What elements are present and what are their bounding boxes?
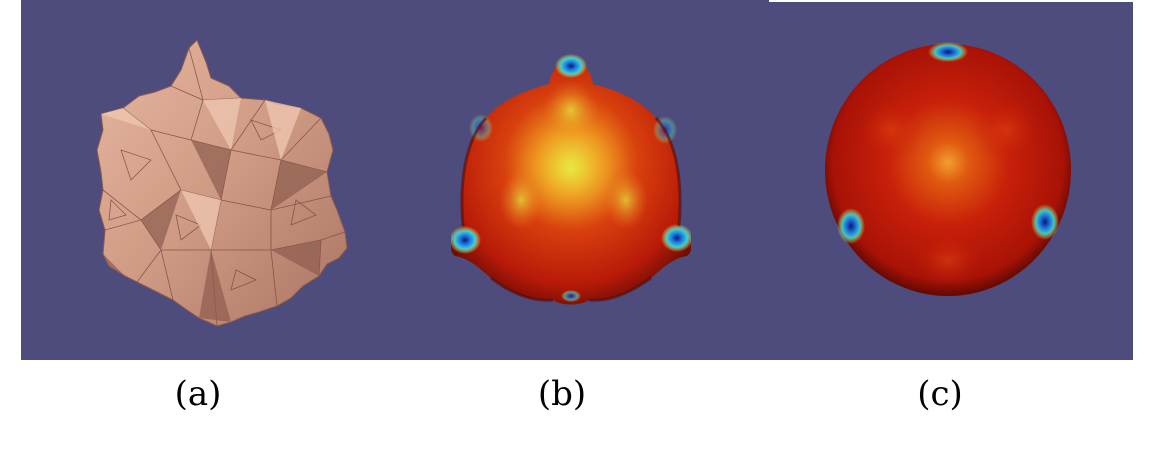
- surface-shading: [460, 116, 682, 302]
- blue-poles: [837, 42, 1059, 244]
- heatmap-bumpy-render: [451, 54, 691, 305]
- caption-a: (a): [174, 374, 222, 414]
- caption-c: (c): [917, 374, 963, 414]
- mesh-light-facets: [101, 98, 301, 250]
- heatmap-smooth-render: [825, 42, 1071, 296]
- warm-lobes: [859, 100, 1038, 286]
- bright-band: [499, 80, 648, 230]
- image-notch: [769, 0, 1133, 2]
- mesh-dark-facets: [103, 140, 327, 322]
- figure-canvas: [21, 0, 1133, 360]
- caption-b: (b): [537, 374, 587, 414]
- noisy-mesh-render: [96, 39, 348, 327]
